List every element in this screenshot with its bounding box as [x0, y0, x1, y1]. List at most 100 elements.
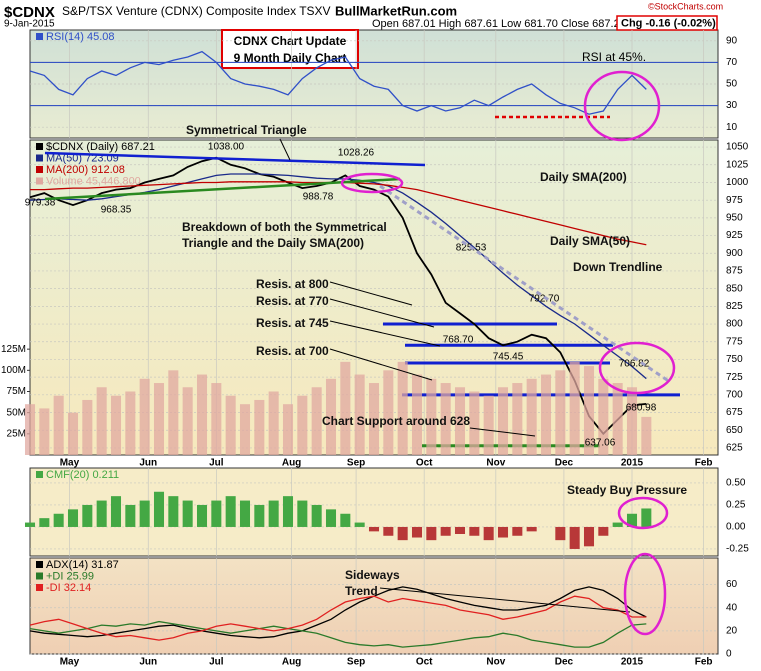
legend-swatch [36, 584, 43, 591]
volume-bar [454, 387, 466, 455]
x-tick-label: Sep [347, 657, 365, 668]
title-box [221, 29, 359, 69]
cmf-bar [555, 526, 566, 541]
legend-label: +DI 25.99 [46, 570, 94, 582]
drawn-line [329, 348, 433, 381]
y-tick-label: 70 [726, 57, 738, 68]
cmf-bar [96, 500, 107, 527]
y-tick-label: 0 [726, 649, 732, 660]
volume-bar [82, 399, 93, 455]
cmf-bar [440, 526, 451, 536]
volume-bar [440, 383, 451, 455]
volume-bar [641, 416, 652, 455]
volume-bar [383, 370, 394, 455]
series-line [29, 50, 647, 115]
volume-bar [153, 383, 165, 455]
volume-bar [67, 412, 79, 455]
volume-bar [583, 366, 595, 455]
x-tick-label: 2015 [621, 657, 644, 668]
date: 9-Jan-2015 [4, 19, 55, 30]
cmf-bar [340, 513, 351, 527]
volume-bar [211, 383, 222, 455]
y-tick-label: 1025 [726, 159, 749, 170]
cmf-bar [526, 526, 537, 532]
x-tick-label: May [60, 657, 80, 668]
legend-swatch [36, 572, 43, 580]
y-tick-label: 90 [726, 35, 738, 46]
y-tick-label: 10 [726, 122, 738, 133]
y-tick-label: 625 [726, 443, 743, 454]
volume-bar [555, 370, 566, 455]
volume-bar [282, 404, 294, 455]
cmf-bar [598, 526, 609, 536]
volume-bar [354, 374, 365, 455]
annotation: Daily SMA(200) [540, 170, 627, 184]
legend-label: $CDNX (Daily) 687.21 [46, 141, 155, 153]
subtitle: 9 Month Daily Chart [234, 51, 347, 65]
drawn-line [329, 298, 435, 328]
cmf-bar [139, 500, 150, 527]
y-tick-label: 725 [726, 372, 743, 383]
annotation: 988.78 [303, 192, 334, 203]
volume-bar [196, 374, 208, 455]
volume-bar [125, 391, 136, 455]
cmf-bar [225, 496, 236, 527]
highlight [583, 70, 661, 142]
y2-tick-label: 100M [1, 365, 26, 376]
annotation: Symmetrical Triangle [186, 123, 307, 137]
x-tick-label: Dec [555, 657, 574, 668]
cmf-bar [469, 526, 480, 536]
y-tick-label: 875 [726, 266, 743, 277]
annotation: 768.70 [443, 335, 474, 346]
y-tick-label: 40 [726, 602, 738, 613]
cmf-bar [53, 513, 64, 527]
cmf-bar [411, 526, 423, 538]
volume-bar [39, 408, 50, 455]
cmf-bar [268, 500, 279, 527]
cmf-bar [125, 504, 136, 527]
volume-bar [526, 378, 537, 455]
cmf-bar [569, 526, 580, 549]
cmf-bar [583, 526, 595, 547]
legend-label: RSI(14) 45.08 [46, 31, 114, 43]
annotation: Resis. at 700 [256, 344, 329, 358]
y-tick-label: 950 [726, 213, 743, 224]
annotation: Breakdown of both the Symmetrical [182, 220, 387, 234]
annotation: 968.35 [101, 205, 132, 216]
x-tick-label: Jul [209, 657, 224, 668]
x-tick-label: Nov [486, 657, 505, 668]
cmf-bar [24, 522, 36, 527]
volume-bar [469, 391, 480, 455]
volume-bar [53, 395, 64, 455]
cmf-bar [211, 500, 222, 527]
cmf-bar [67, 509, 79, 527]
cmf-bar [354, 522, 365, 527]
volume-bar [397, 361, 408, 455]
volume-bar [569, 361, 580, 455]
series-line [29, 595, 647, 641]
volume-bar [182, 387, 193, 455]
x-tick-label: Oct [416, 458, 433, 469]
cmf-bar [483, 526, 494, 541]
y-tick-label: 900 [726, 248, 743, 259]
annotation: Resis. at 800 [256, 277, 329, 291]
cmf-bar [454, 526, 466, 534]
volume-bar [24, 404, 36, 455]
x-tick-label: Aug [282, 657, 301, 668]
x-tick-label: Jul [209, 458, 224, 469]
title: CDNX Chart Update [234, 34, 347, 48]
cmf-bar [82, 504, 93, 527]
change: Chg -0.16 (-0.02%) [621, 17, 716, 29]
cmf-bar [297, 500, 308, 527]
highlight [598, 341, 676, 395]
cmf-bar [497, 526, 509, 538]
y-tick-label: 775 [726, 336, 743, 347]
x-tick-label: Jun [139, 657, 157, 668]
volume-bar [225, 395, 236, 455]
y-tick-label: 850 [726, 283, 743, 294]
annotation: 745.45 [493, 352, 524, 363]
drawn-line [469, 427, 536, 437]
index-name: S&P/TSX Venture (CDNX) Composite Index T… [62, 4, 331, 18]
cmf-bar [325, 509, 337, 527]
